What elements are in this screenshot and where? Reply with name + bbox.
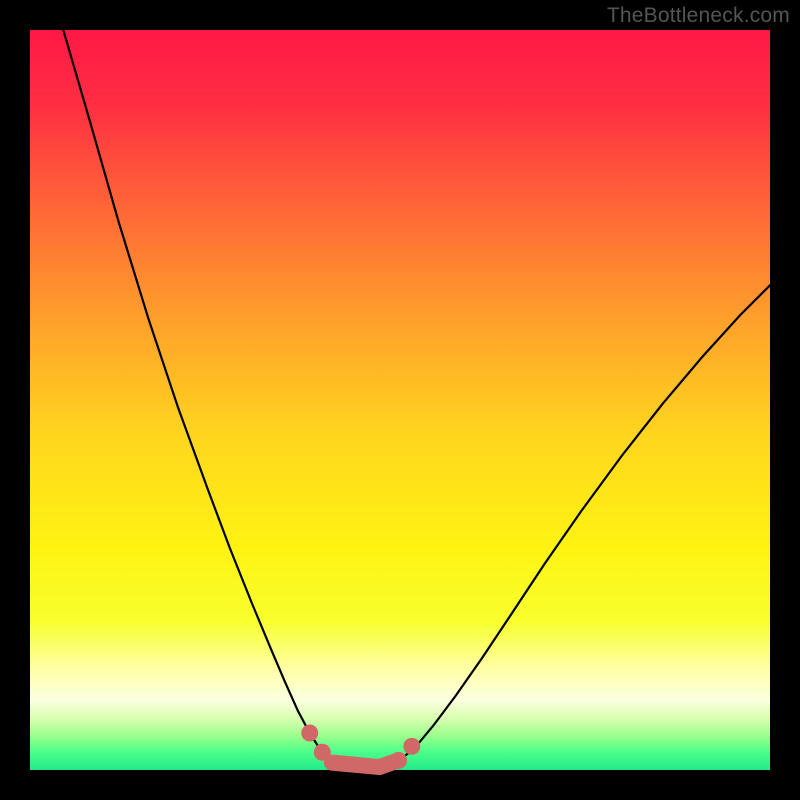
marker-dot (301, 725, 318, 742)
plot-background (30, 30, 770, 770)
chart-stage: TheBottleneck.com (0, 0, 800, 800)
watermark-text: TheBottleneck.com (607, 4, 790, 28)
marker-dot (390, 752, 407, 769)
marker-dot (403, 738, 420, 755)
chart-svg (0, 0, 800, 800)
